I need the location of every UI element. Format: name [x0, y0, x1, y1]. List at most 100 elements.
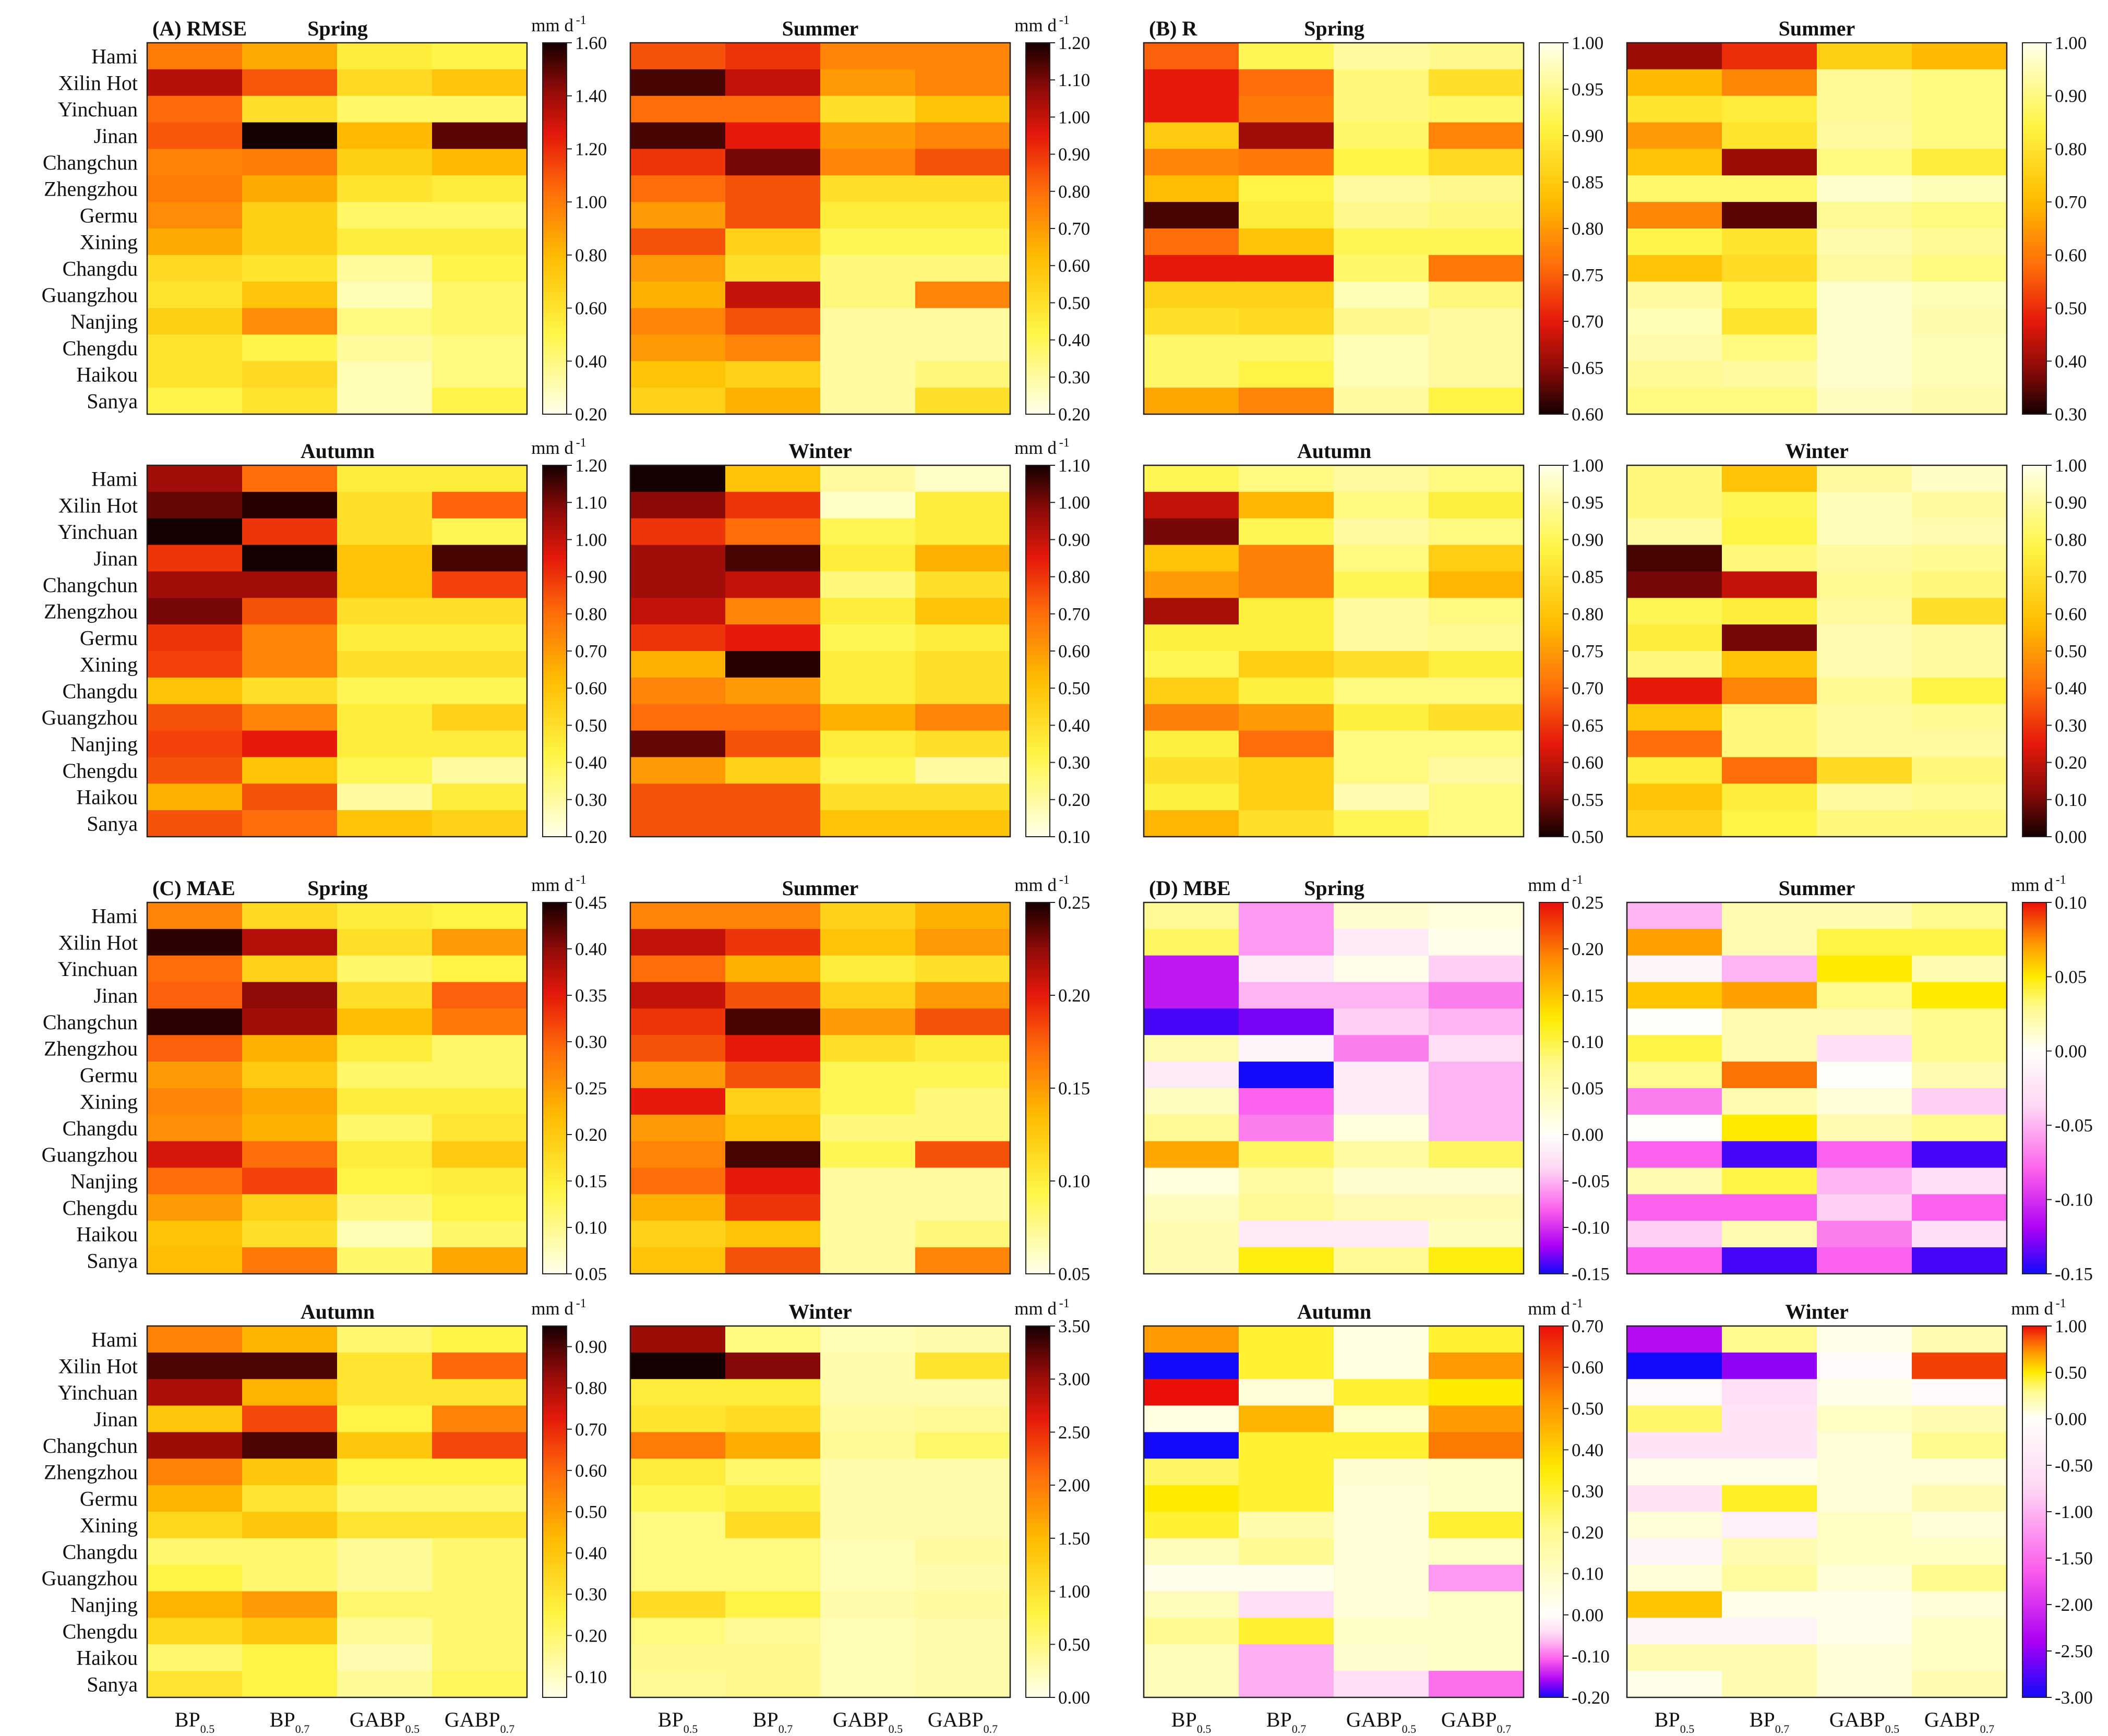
heatmap-cell — [242, 1326, 338, 1353]
heatmap-cell — [820, 1167, 916, 1195]
heatmap-cell — [432, 308, 528, 335]
heatmap-cell — [147, 1352, 243, 1380]
station-label: Zhengzhou — [44, 1461, 138, 1484]
heatmap-cell — [337, 1405, 433, 1433]
colorbar-tick-label: 0.35 — [575, 985, 607, 1006]
heatmap-cell — [337, 929, 433, 956]
heatmap-cell — [1429, 95, 1524, 123]
heatmap-cell — [725, 704, 821, 731]
heatmap-cell — [820, 255, 916, 282]
colorbar-tick-label: -0.05 — [1572, 1171, 1610, 1191]
heatmap-cell — [147, 1644, 243, 1671]
heatmap-panel: Autumn 0.50 0.55 0.60 0.65 0.70 0.75 0.80 0.85 0.… — [1143, 439, 1603, 847]
station-label: Yinchuan — [58, 98, 138, 121]
heatmap-cell — [1239, 571, 1334, 598]
heatmap-cell — [915, 651, 1011, 678]
heatmap-cell — [1239, 202, 1334, 229]
model-base: BP — [1266, 1708, 1292, 1731]
heatmap-cell — [630, 1141, 726, 1168]
heatmap-cell — [432, 281, 528, 309]
heatmap-cell — [147, 95, 243, 123]
colorbar-tick-label: 0.90 — [2055, 492, 2087, 513]
model-label: GABP0.5 — [833, 1708, 903, 1735]
colorbar-tick-label: 0.10 — [2055, 893, 2087, 913]
heatmap-cell — [725, 388, 821, 415]
heatmap-cell — [915, 1194, 1011, 1221]
model-label: GABP0.5 — [1346, 1708, 1416, 1735]
heatmap-cell — [1144, 783, 1239, 811]
heatmap-cell — [432, 175, 528, 202]
heatmap-cell — [1334, 1062, 1429, 1089]
heatmap-cell — [1627, 1591, 1722, 1619]
heatmap-cell — [1722, 1458, 1817, 1486]
heatmap-cell — [337, 388, 433, 415]
colorbar-tick-label: 0.20 — [575, 404, 607, 425]
heatmap-cell — [1239, 1008, 1334, 1035]
colorbar-tick-label: 0.85 — [1572, 172, 1603, 192]
heatmap-cell — [1817, 1644, 1912, 1671]
heatmap-cell — [1429, 929, 1524, 956]
heatmap-cell — [725, 1326, 821, 1353]
heatmap-cell — [820, 1141, 916, 1168]
heatmap-cell — [1144, 1591, 1239, 1619]
heatmap-cell — [1144, 491, 1239, 519]
heatmap-cell — [147, 730, 243, 758]
model-base: BP — [175, 1708, 200, 1731]
panel-frame — [1626, 901, 2008, 1275]
heatmap-cell — [1239, 1221, 1334, 1248]
heatmap-cell — [1817, 1618, 1912, 1645]
heatmap-cell — [820, 95, 916, 123]
heatmap-cell — [1239, 677, 1334, 705]
heatmap-cell — [147, 202, 243, 229]
colorbar-tick-label: 0.05 — [575, 1264, 607, 1284]
heatmap-cell — [1429, 571, 1524, 598]
heatmap-cell — [915, 1644, 1011, 1671]
unit-text: mm d — [1014, 15, 1057, 35]
unit-exponent: -1 — [573, 436, 586, 450]
heatmap-cell — [630, 1564, 726, 1592]
heatmap-cell — [1912, 1326, 2007, 1353]
heatmap-cell — [432, 1062, 528, 1089]
heatmap-cell — [630, 43, 726, 70]
heatmap-cell — [1912, 1538, 2007, 1565]
heatmap-cell — [630, 281, 726, 309]
model-base: GABP — [928, 1708, 984, 1731]
model-base: GABP — [350, 1708, 405, 1731]
heatmap-cell — [820, 465, 916, 492]
heatmap-cell — [820, 122, 916, 150]
heatmap-cell — [725, 1221, 821, 1248]
heatmap-cell — [1239, 334, 1334, 361]
colorbar-tick-label: 0.70 — [1058, 604, 1090, 624]
heatmap-cell — [820, 1564, 916, 1592]
heatmap-cell — [820, 518, 916, 546]
heatmap-cell — [725, 1671, 821, 1698]
station-label: Xining — [80, 1090, 138, 1113]
heatmap-cell — [1912, 1671, 2007, 1698]
heatmap-cell — [147, 175, 243, 202]
heatmap-cell — [1429, 1538, 1524, 1565]
heatmap-cell — [1912, 69, 2007, 97]
heatmap-cell — [337, 651, 433, 678]
heatmap-cell — [337, 69, 433, 97]
colorbar-tick-label: 0.80 — [2055, 529, 2087, 550]
colorbar-tick-label: 0.60 — [1572, 404, 1603, 425]
heatmap-cell — [1627, 1379, 1722, 1406]
heatmap-cell — [242, 1247, 338, 1274]
heatmap-cell — [1627, 1088, 1722, 1115]
heatmap-cell — [1334, 571, 1429, 598]
colorbar-tick-label: -1.00 — [2055, 1502, 2093, 1522]
heatmap-cell — [1334, 1618, 1429, 1645]
heatmap-cell — [432, 982, 528, 1009]
colorbar-tick-label: 0.10 — [1572, 1032, 1603, 1052]
colorbar-tick-label: -1.50 — [2055, 1548, 2093, 1569]
station-label: Guangzhou — [42, 1143, 138, 1166]
panel-frame — [1143, 464, 1525, 838]
colorbar-tick-label: 0.10 — [1572, 1564, 1603, 1584]
heatmap-cell — [725, 1458, 821, 1486]
colorbar-tick-label: 0.20 — [1572, 939, 1603, 959]
heatmap-cell — [1627, 545, 1722, 572]
colorbar-unit: mm d -1 — [1528, 1297, 1583, 1319]
heatmap-cell — [915, 1591, 1011, 1619]
heatmap-cell — [1627, 1618, 1722, 1645]
heatmap-cell — [1817, 1035, 1912, 1062]
